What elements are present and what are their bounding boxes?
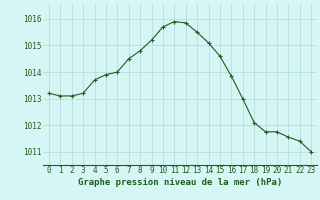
X-axis label: Graphe pression niveau de la mer (hPa): Graphe pression niveau de la mer (hPa): [78, 178, 282, 187]
